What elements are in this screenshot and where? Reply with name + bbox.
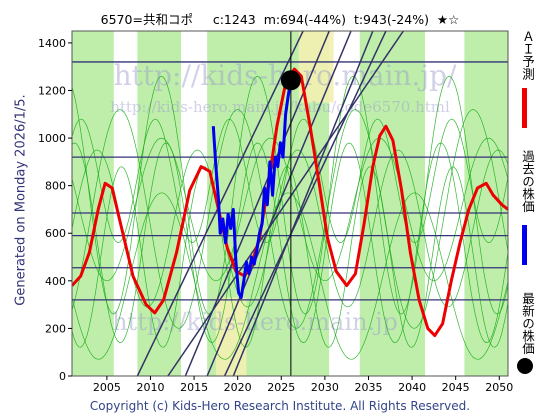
- x-tick-label-8: 2045: [442, 381, 470, 394]
- y-tick-label-4: 800: [45, 180, 66, 193]
- y-tick-label-2: 400: [45, 275, 66, 288]
- x-tick-label-5: 2030: [311, 381, 339, 394]
- y-tick-label-1: 200: [45, 322, 66, 335]
- prediction-line: [72, 67, 508, 338]
- history-line: [211, 80, 293, 299]
- cycle-curve-0: [72, 149, 508, 308]
- plot-area: http://kids-hero.main.jp/http://kids-her…: [72, 31, 508, 376]
- cycle-curve-6: [72, 192, 508, 360]
- generated-date-label: Generated on Monday 2026/1/5.: [6, 60, 36, 340]
- trend-line-2: [206, 31, 352, 376]
- plot-border: [71, 30, 509, 377]
- x-tick-label-1: 2010: [136, 381, 164, 394]
- cycle-curve-4: [72, 109, 508, 329]
- cycle-curve-1: [72, 142, 508, 344]
- band-3: [181, 31, 208, 376]
- legend-history-label: 過去の株価: [520, 150, 535, 213]
- legend-history: 過去の株価: [516, 150, 536, 265]
- trend-line-1: [184, 31, 330, 376]
- trend-line-3: [232, 31, 374, 376]
- x-tick-label-7: 2040: [398, 381, 426, 394]
- y-tick-label-7: 1400: [38, 37, 66, 50]
- stock-code-name: 6570=共和コポ: [100, 12, 193, 27]
- target-info: t:943(-24%): [353, 12, 429, 27]
- rating-stars: ★☆: [436, 12, 460, 27]
- legend-history-swatch: [522, 225, 527, 265]
- band-1: [113, 31, 138, 376]
- x-tick-label-3: 2020: [224, 381, 252, 394]
- x-tick-label-0: 2005: [93, 381, 121, 394]
- axes: 0 200 400 600 800 1000 1200 1400 2005 2010 2015 202…: [38, 30, 513, 394]
- legend-latest: 最新の株価: [516, 292, 536, 382]
- legend-prediction-label: ＡＩ予測: [520, 30, 535, 80]
- cycle-curve-7: [72, 75, 508, 315]
- y-tick-label-3: 600: [45, 227, 66, 240]
- y-tick-label-6: 1200: [38, 84, 66, 97]
- trend-line-0: [136, 31, 304, 376]
- legend-latest-dot: [517, 358, 533, 374]
- min-info: m:694(-44%): [263, 12, 346, 27]
- x-tick-label-6: 2035: [354, 381, 382, 394]
- band-6: [359, 31, 426, 376]
- latest-price-dot: [280, 70, 301, 91]
- trend-line-4: [167, 31, 404, 376]
- x-tick-label-9: 2050: [485, 381, 513, 394]
- y-tick-label-5: 1000: [38, 132, 66, 145]
- y-tick-label-0: 0: [59, 370, 66, 383]
- chart-header: 6570=共和コポ c:1243 m:694(-44%) t:943(-24%)…: [0, 9, 560, 28]
- legend-prediction: ＡＩ予測: [516, 30, 536, 128]
- generated-date-text: Generated on Monday 2026/1/5.: [13, 94, 29, 306]
- x-tick-label-4: 2025: [267, 381, 295, 394]
- x-tick-label-2: 2015: [180, 381, 208, 394]
- copyright-footer: Copyright (c) Kids-Hero Research Institu…: [89, 399, 471, 413]
- current-price: c:1243: [212, 12, 256, 27]
- legend-prediction-swatch: [522, 88, 527, 128]
- trend-line-5: [223, 31, 387, 376]
- legend-latest-label: 最新の株価: [520, 292, 535, 355]
